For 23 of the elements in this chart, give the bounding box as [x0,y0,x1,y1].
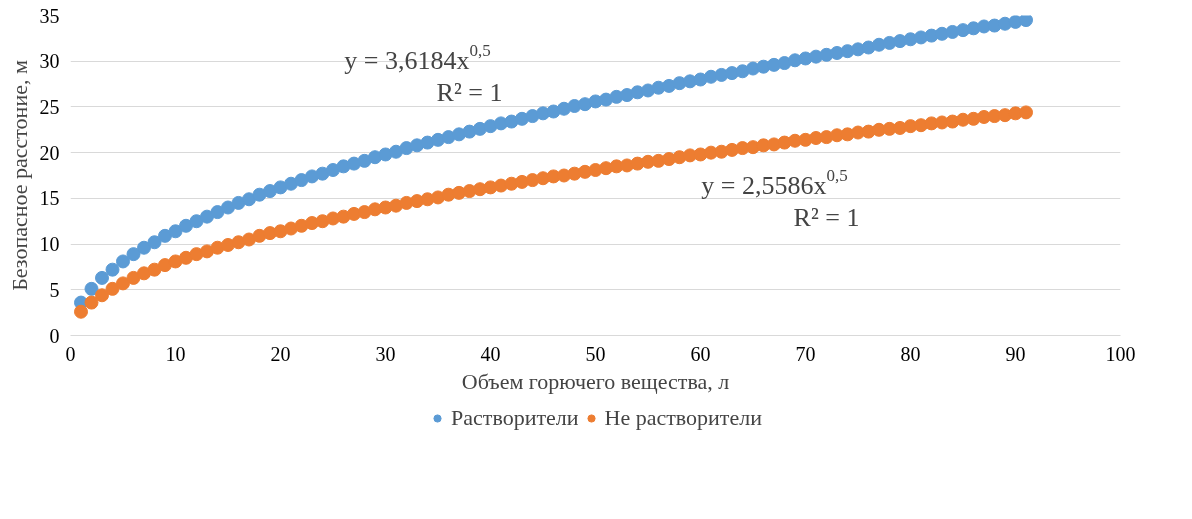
x-tick-label: 40 [480,342,501,365]
x-tick-label: 20 [270,342,291,365]
y-tick-label: 5 [49,278,60,301]
x-tick-label: 0 [65,342,76,365]
x-tick-label: 30 [375,342,396,365]
x-tick-label: 70 [795,342,816,365]
y-axis-title: Безопасное расстоние, м [6,60,32,291]
y-tick-label: 10 [39,233,60,256]
legend-label: Не растворители [604,405,762,431]
x-tick-label: 100 [1105,342,1136,365]
x-tick-label: 90 [1005,342,1026,365]
y-tick-label: 30 [39,50,60,73]
x-tick-label: 60 [690,342,711,365]
x-tick-label: 80 [900,342,921,365]
legend-label: Растворители [451,405,579,431]
x-tick-label: 10 [165,342,186,365]
x-tick-label: 50 [585,342,606,365]
x-axis-title: Объем горючего вещества, л [461,368,730,394]
y-tick-label: 20 [39,141,60,164]
y-tick-label: 0 [49,324,60,347]
y-tick-label: 35 [39,4,60,27]
y-tick-label: 15 [39,187,60,210]
y-tick-label: 25 [39,95,60,118]
